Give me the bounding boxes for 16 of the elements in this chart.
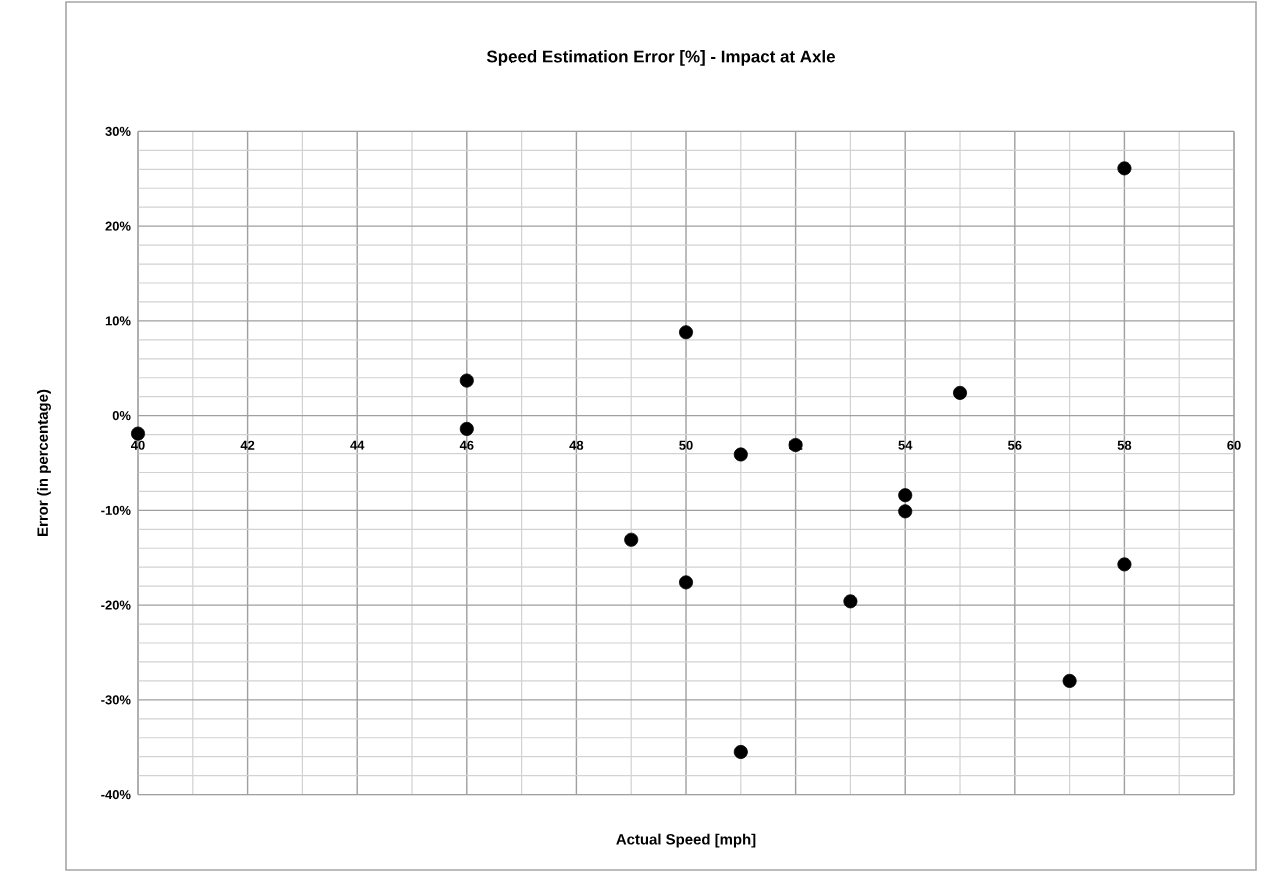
point: [733, 447, 748, 462]
point: [679, 575, 694, 590]
point: [953, 385, 968, 400]
chart-title: Speed Estimation Error [%] - Impact at Axle: [486, 50, 835, 66]
point: [459, 373, 474, 388]
point: [733, 744, 748, 759]
point: [1117, 161, 1132, 176]
point: [459, 421, 474, 436]
point: [843, 594, 858, 609]
point: [898, 488, 913, 503]
point: [624, 532, 639, 547]
point: [1117, 557, 1132, 572]
point: [679, 325, 694, 340]
point: [131, 426, 145, 441]
point: [1062, 673, 1077, 688]
point: [898, 504, 913, 519]
